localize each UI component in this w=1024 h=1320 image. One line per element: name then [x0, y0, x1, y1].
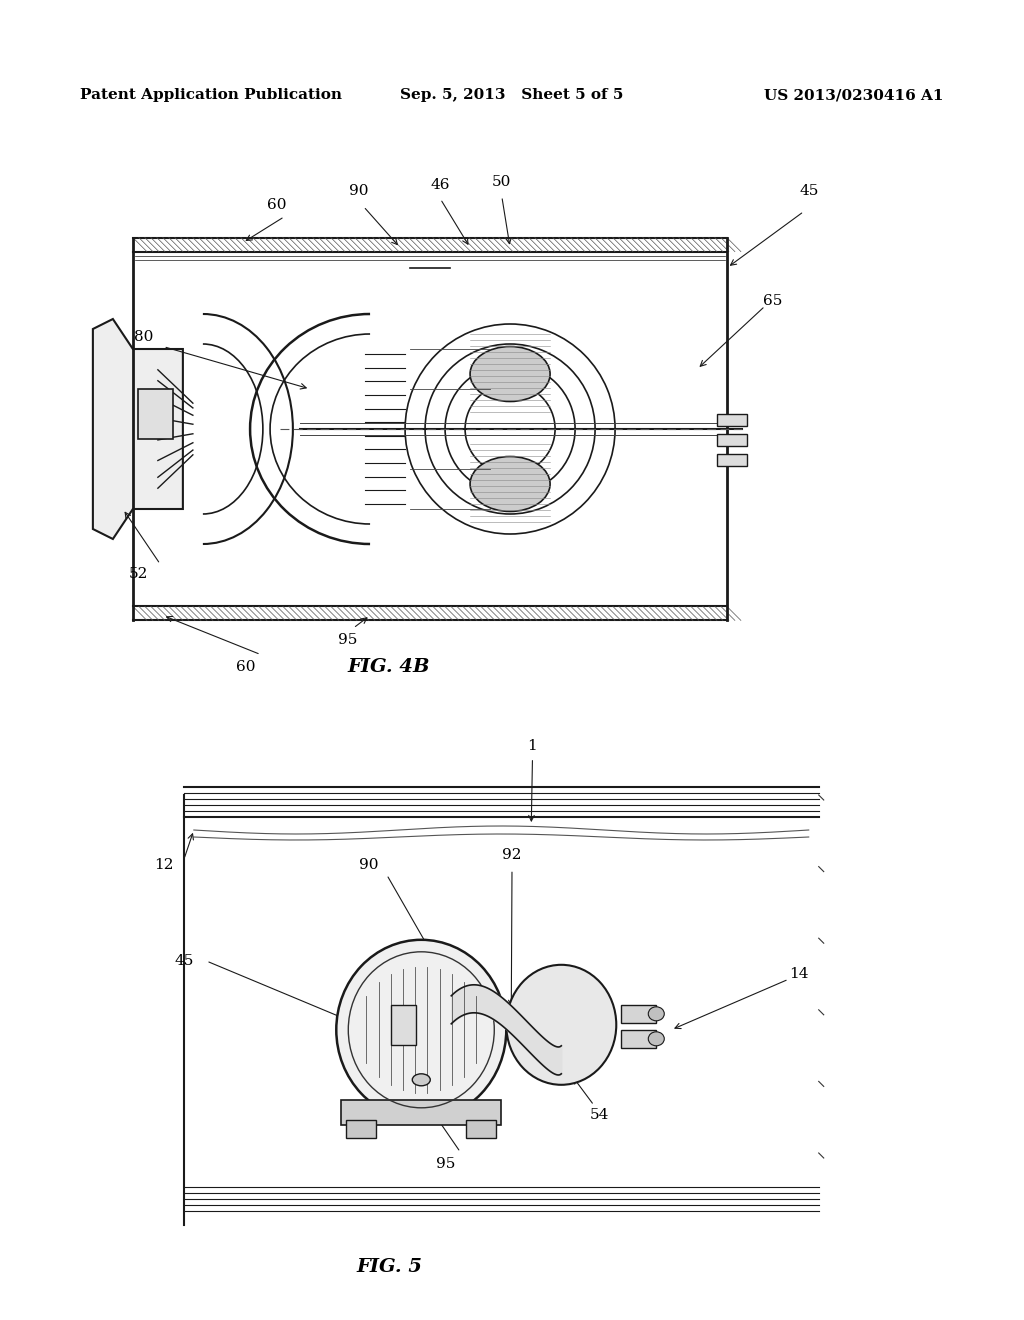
Text: 45: 45	[175, 954, 194, 968]
Text: 80: 80	[134, 330, 153, 343]
Text: 54: 54	[590, 1109, 608, 1122]
Bar	[466, 1119, 497, 1138]
Text: 90: 90	[358, 858, 379, 871]
Polygon shape	[341, 1100, 502, 1125]
Text: US 2013/0230416 A1: US 2013/0230416 A1	[765, 88, 944, 102]
Text: 1: 1	[527, 739, 538, 752]
Ellipse shape	[470, 346, 550, 401]
Text: FIG. 4B: FIG. 4B	[348, 657, 430, 676]
Text: 65: 65	[764, 294, 782, 308]
Text: 12: 12	[154, 858, 174, 871]
Polygon shape	[717, 414, 748, 426]
Text: 14: 14	[788, 968, 809, 981]
Bar	[391, 1005, 417, 1045]
Ellipse shape	[413, 1073, 430, 1086]
Polygon shape	[717, 434, 748, 446]
Text: 90: 90	[348, 185, 369, 198]
Text: Sep. 5, 2013   Sheet 5 of 5: Sep. 5, 2013 Sheet 5 of 5	[400, 88, 624, 102]
Text: FIG. 5: FIG. 5	[356, 1258, 422, 1276]
Bar	[138, 389, 173, 440]
Ellipse shape	[506, 965, 616, 1085]
Text: 45: 45	[800, 185, 818, 198]
Bar	[346, 1119, 376, 1138]
Text: Patent Application Publication: Patent Application Publication	[80, 88, 342, 102]
Text: 95: 95	[436, 1158, 455, 1171]
Text: 46: 46	[430, 178, 451, 191]
Ellipse shape	[648, 1007, 665, 1020]
Bar	[622, 1030, 656, 1048]
Text: 92: 92	[502, 849, 522, 862]
Text: 60: 60	[236, 660, 256, 673]
Ellipse shape	[470, 457, 550, 511]
Text: 60: 60	[266, 198, 287, 211]
Text: 95: 95	[339, 634, 357, 647]
Ellipse shape	[648, 1032, 665, 1045]
Polygon shape	[93, 319, 183, 539]
Polygon shape	[717, 454, 748, 466]
Bar	[622, 1005, 656, 1023]
Text: 50: 50	[493, 176, 511, 189]
Text: 52: 52	[129, 568, 147, 581]
Ellipse shape	[336, 940, 506, 1119]
